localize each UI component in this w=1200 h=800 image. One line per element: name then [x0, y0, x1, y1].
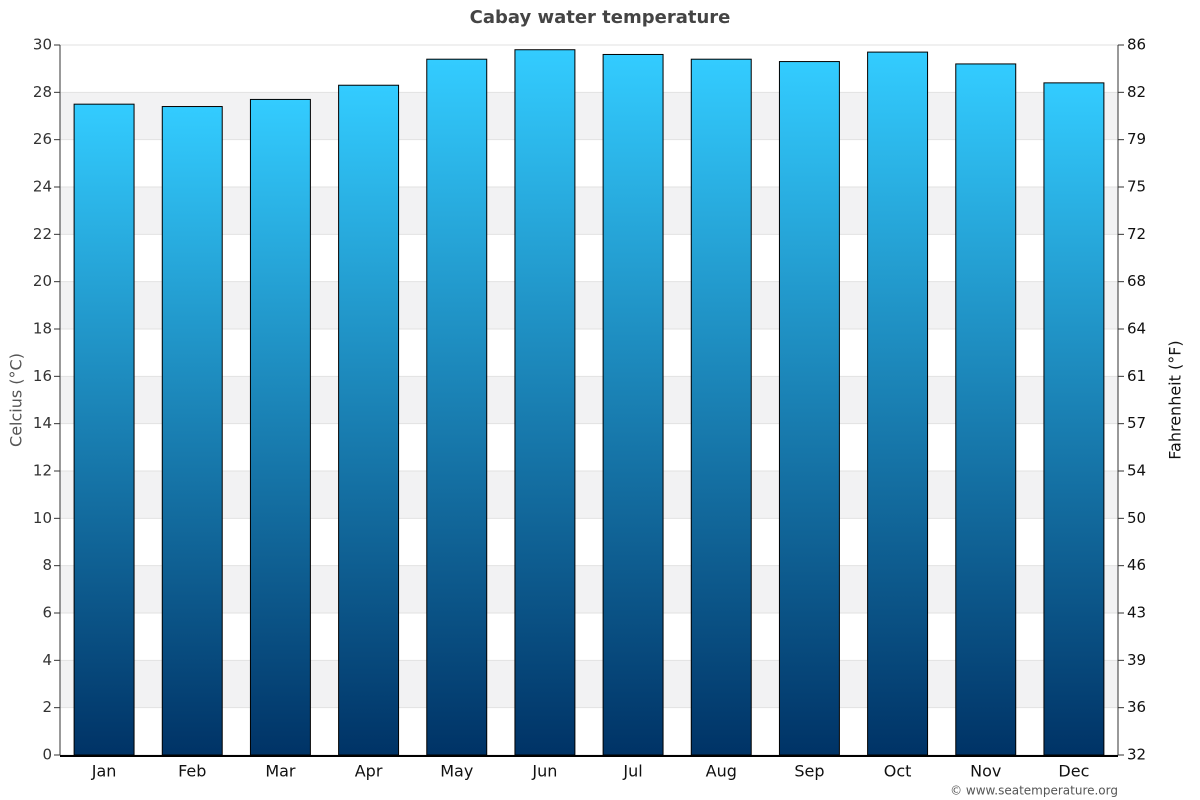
grid-band: [60, 660, 1118, 708]
bar: [426, 58, 488, 756]
bar: [514, 49, 576, 756]
bar: [690, 58, 752, 756]
y-tick-label: 12: [33, 462, 52, 480]
y2-tick-label: 36: [1127, 698, 1146, 716]
y-axis-label: Celcius (°C): [7, 353, 26, 447]
bar: [955, 63, 1017, 756]
bar: [778, 61, 840, 756]
grid-band: [60, 187, 1118, 235]
y2-tick-label: 32: [1127, 746, 1146, 764]
y-tick-label: 26: [33, 130, 52, 148]
y-tick-label: 8: [42, 556, 52, 574]
y-tick-label: 28: [33, 83, 52, 101]
y-tick-label: 10: [33, 509, 52, 527]
bar: [338, 84, 400, 756]
y2-tick-label: 75: [1127, 178, 1146, 196]
y2-tick-label: 54: [1127, 462, 1146, 480]
y2-tick-label: 50: [1127, 509, 1146, 527]
x-tick-label: Sep: [794, 762, 824, 781]
y-tick-label: 30: [33, 36, 52, 54]
grid-band: [60, 92, 1118, 140]
y2-axis-label: Fahrenheit (°F): [1166, 340, 1185, 459]
y2-tick-label: 43: [1127, 604, 1146, 622]
credit: © www.seatemperature.org: [950, 784, 1118, 798]
bar: [1043, 82, 1105, 756]
y2-tick-label: 72: [1127, 225, 1146, 243]
y-tick-label: 6: [42, 604, 52, 622]
x-tick-label: Jul: [622, 762, 642, 781]
y-tick-label: 20: [33, 272, 52, 290]
x-tick-label: Aug: [706, 762, 737, 781]
bar: [73, 103, 135, 756]
y-tick-label: 16: [33, 367, 52, 385]
y-tick-label: 0: [42, 746, 52, 764]
x-tick-label: Jun: [531, 762, 557, 781]
x-tick-label: Jan: [91, 762, 117, 781]
y2-tick-label: 82: [1127, 83, 1146, 101]
y-tick-label: 2: [42, 698, 52, 716]
y-tick-label: 14: [33, 414, 52, 432]
y2-tick-label: 39: [1127, 651, 1146, 669]
y-tick-label: 24: [33, 178, 52, 196]
x-tick-label: Oct: [884, 762, 912, 781]
grid-band: [60, 281, 1118, 329]
x-tick-label: May: [440, 762, 473, 781]
x-tick-label: Mar: [265, 762, 296, 781]
y2-tick-label: 86: [1127, 36, 1146, 54]
grid-band: [60, 376, 1118, 424]
x-tick-label: Nov: [970, 762, 1001, 781]
bar: [867, 51, 929, 756]
y2-tick-label: 57: [1127, 414, 1146, 432]
bar: [602, 53, 664, 756]
y2-tick-label: 64: [1127, 320, 1146, 338]
y-tick-label: 22: [33, 225, 52, 243]
bar: [161, 106, 223, 756]
x-tick-label: Dec: [1058, 762, 1089, 781]
x-tick-label: Apr: [355, 762, 383, 781]
y-tick-label: 18: [33, 320, 52, 338]
chart-title: Cabay water temperature: [470, 7, 731, 28]
bar: [249, 98, 311, 756]
y2-tick-label: 61: [1127, 367, 1146, 385]
grid-band: [60, 471, 1118, 519]
y2-tick-label: 79: [1127, 130, 1146, 148]
y2-tick-label: 68: [1127, 272, 1146, 290]
x-tick-label: Feb: [178, 762, 206, 781]
y2-tick-label: 46: [1127, 556, 1146, 574]
grid-band: [60, 565, 1118, 613]
y-tick-label: 4: [42, 651, 52, 669]
